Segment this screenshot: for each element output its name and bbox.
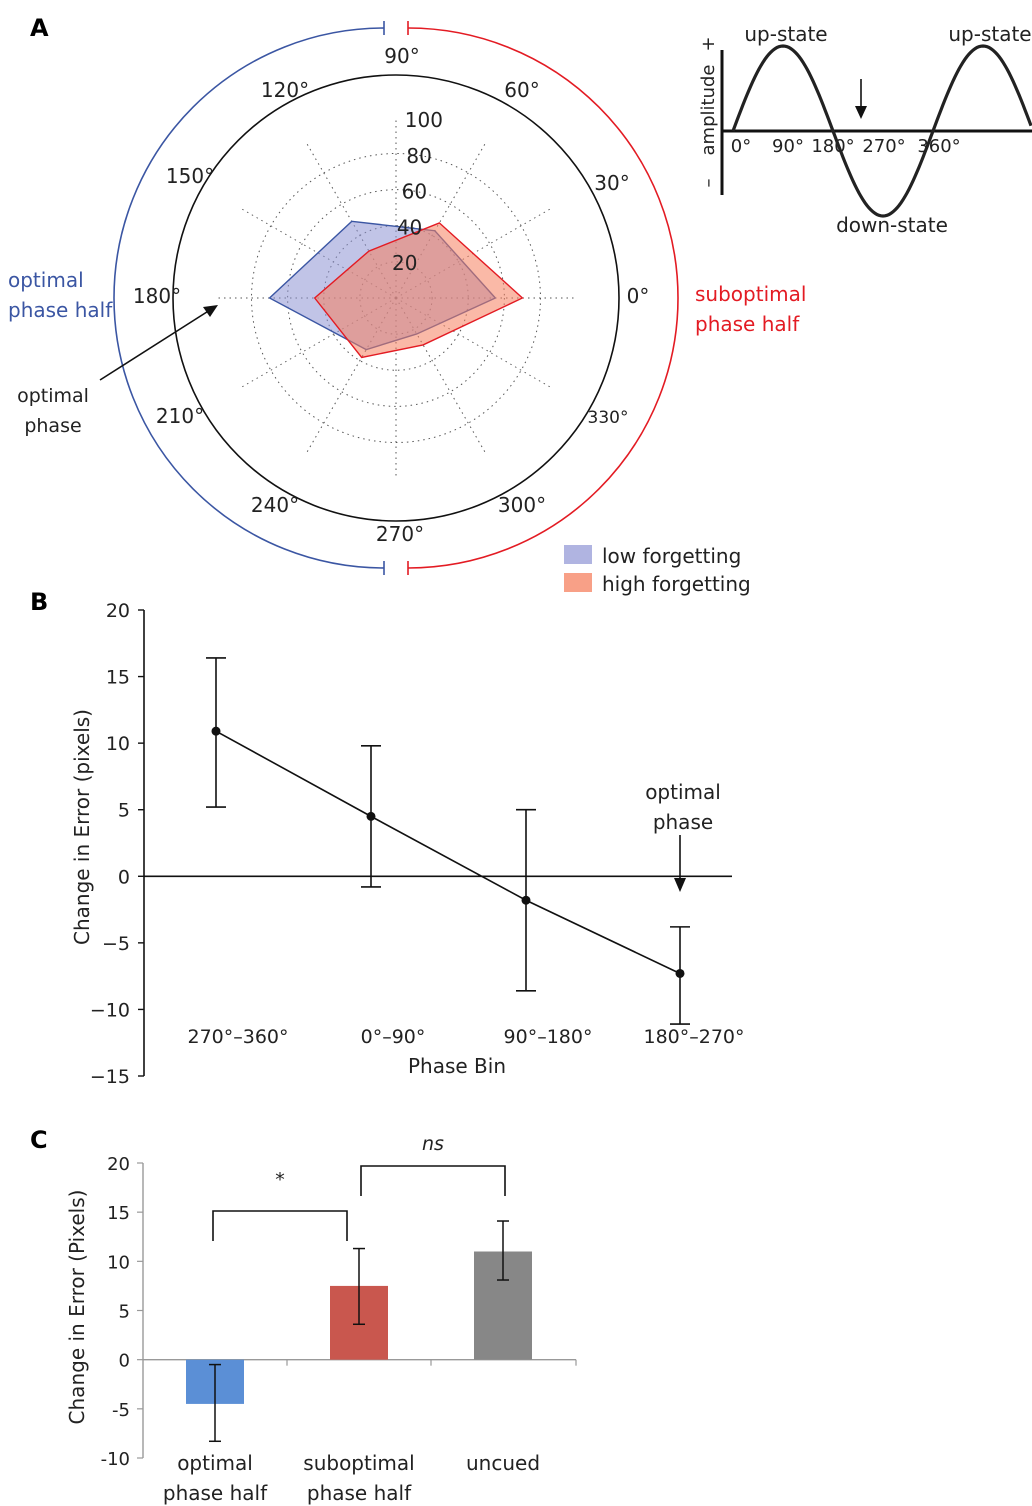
grid-circle-80 xyxy=(250,152,542,444)
angle-label-120: 120° xyxy=(261,78,309,102)
c-significance-bracket-0 xyxy=(212,1210,348,1241)
panel-letter-a: A xyxy=(30,14,49,42)
phase-half-bar-chart: 20 15 10 5 0 -5 -10 Change in Error (Pixels) opt… xyxy=(65,1133,577,1505)
angle-label-90: 90° xyxy=(384,44,419,68)
b-series-line xyxy=(215,730,681,975)
polar-chart: 20 40 60 80 100 0° 30° 60° 90° 120° 150° 180° 210° 24… xyxy=(8,21,806,596)
b-data-point-0 xyxy=(211,726,221,736)
side-label-optimal-0: optimal xyxy=(8,268,84,292)
c-category-label-2-0: uncued xyxy=(466,1451,540,1475)
side-label-suboptimal-1: phase half xyxy=(695,312,800,336)
inset-sine-wave xyxy=(731,44,1032,218)
inset-x-tick-4: 360° xyxy=(917,136,960,157)
inset-y-plus: + xyxy=(698,36,719,51)
angle-label-300: 300° xyxy=(498,493,546,517)
inset-x-tick-3: 270° xyxy=(862,136,905,157)
optimal-phase-annotation-1: phase xyxy=(24,415,81,437)
c-category-label-0-0: optimal xyxy=(177,1451,253,1475)
c-y-label: Change in Error (Pixels) xyxy=(65,1190,89,1425)
inset-y-minus: – xyxy=(698,179,719,188)
b-data-point-1 xyxy=(366,811,376,821)
radial-tick-20: 20 xyxy=(392,251,417,275)
angle-label-330: 330° xyxy=(588,408,629,428)
b-category-label-2: 90°–180° xyxy=(504,1026,593,1048)
b-category-label-1: 0°–90° xyxy=(361,1026,426,1048)
inset-y-label: amplitude xyxy=(698,65,719,156)
b-category-label-3: 180°–270° xyxy=(643,1026,744,1048)
c-category-label-0-1: phase half xyxy=(163,1481,268,1505)
b-y-tick-5: 5 xyxy=(118,800,130,822)
b-y-tick--5: −5 xyxy=(102,933,130,955)
side-label-suboptimal-0: suboptimal xyxy=(695,282,806,306)
b-y-label: Change in Error (pixels) xyxy=(70,709,94,945)
panel-letter-b: B xyxy=(30,588,48,616)
c-y-tick--5: -5 xyxy=(112,1400,130,1421)
c-significance-label-1: ns xyxy=(422,1133,444,1155)
legend-label-high: high forgetting xyxy=(602,572,751,596)
c-y-tick-5: 5 xyxy=(119,1302,130,1323)
inset-x-tick-2: 180° xyxy=(811,136,854,157)
c-y-tick-15: 15 xyxy=(107,1203,130,1224)
angle-label-240: 240° xyxy=(251,493,299,517)
polar-outer-circle xyxy=(172,74,620,522)
angle-label-210: 210° xyxy=(156,404,204,428)
inset-arrow-head xyxy=(855,106,867,119)
b-y-tick--10: −10 xyxy=(90,999,130,1021)
c-y-tick-0: 0 xyxy=(119,1351,130,1372)
inset-x-tick-1: 90° xyxy=(772,136,804,157)
c-y-tick--10: -10 xyxy=(101,1449,130,1470)
optimal-phase-arrow-head xyxy=(203,305,218,317)
b-optimal-arrow-head xyxy=(674,878,686,892)
b-x-label: Phase Bin xyxy=(408,1054,506,1078)
angle-label-0: 0° xyxy=(627,284,650,308)
optimal-phase-arrow-shaft xyxy=(99,309,211,381)
inset-x-tick-0: 0° xyxy=(731,136,751,157)
legend-label-low: low forgetting xyxy=(602,544,741,568)
c-significance-label-0: * xyxy=(275,1169,285,1191)
suboptimal-half-ring xyxy=(407,27,679,569)
phase-bin-line-chart: 20 15 10 5 0 −5 −10 −15 Change in Error (pixels)… xyxy=(70,600,745,1088)
inset-up-state-1: up-state xyxy=(744,22,827,46)
inset-up-state-2: up-state xyxy=(948,22,1031,46)
inset-down-state: down-state xyxy=(836,213,948,237)
series-polygon-high-forgetting xyxy=(313,222,524,359)
legend-swatch-low xyxy=(564,545,592,564)
b-y-tick--15: −15 xyxy=(90,1066,130,1088)
legend-swatch-high xyxy=(564,573,592,592)
panel-letter-c: C xyxy=(30,1126,48,1154)
angle-label-30: 30° xyxy=(594,171,629,195)
b-data-point-3 xyxy=(675,968,685,978)
c-category-label-1-0: suboptimal xyxy=(303,1451,414,1475)
c-category-label-1-1: phase half xyxy=(307,1481,412,1505)
b-data-point-2 xyxy=(521,895,531,905)
c-significance-bracket-1 xyxy=(360,1165,506,1196)
angle-label-60: 60° xyxy=(504,78,539,102)
angle-label-180: 180° xyxy=(133,284,181,308)
optimal-half-ring xyxy=(113,27,385,569)
radial-tick-100: 100 xyxy=(405,108,443,132)
radial-tick-80: 80 xyxy=(406,144,431,168)
b-y-tick-20: 20 xyxy=(106,600,130,622)
b-optimal-phase-annotation-0: optimal xyxy=(645,780,721,804)
phase-inset-chart: 0° 90° 180° 270° 360° amplitude + – up-state up-s… xyxy=(698,22,1032,237)
radial-tick-40: 40 xyxy=(397,215,422,239)
b-y-tick-0: 0 xyxy=(118,866,130,888)
b-category-label-0: 270°–360° xyxy=(187,1026,288,1048)
c-y-tick-10: 10 xyxy=(107,1252,130,1273)
side-label-optimal-1: phase half xyxy=(8,298,113,322)
b-optimal-phase-annotation-1: phase xyxy=(653,810,713,834)
b-y-tick-10: 10 xyxy=(106,733,130,755)
radial-tick-60: 60 xyxy=(402,180,427,204)
angle-label-150: 150° xyxy=(166,164,214,188)
angle-label-270: 270° xyxy=(376,522,424,546)
c-y-tick-20: 20 xyxy=(107,1154,130,1175)
optimal-phase-annotation-0: optimal xyxy=(17,385,89,407)
b-y-tick-15: 15 xyxy=(106,667,130,689)
